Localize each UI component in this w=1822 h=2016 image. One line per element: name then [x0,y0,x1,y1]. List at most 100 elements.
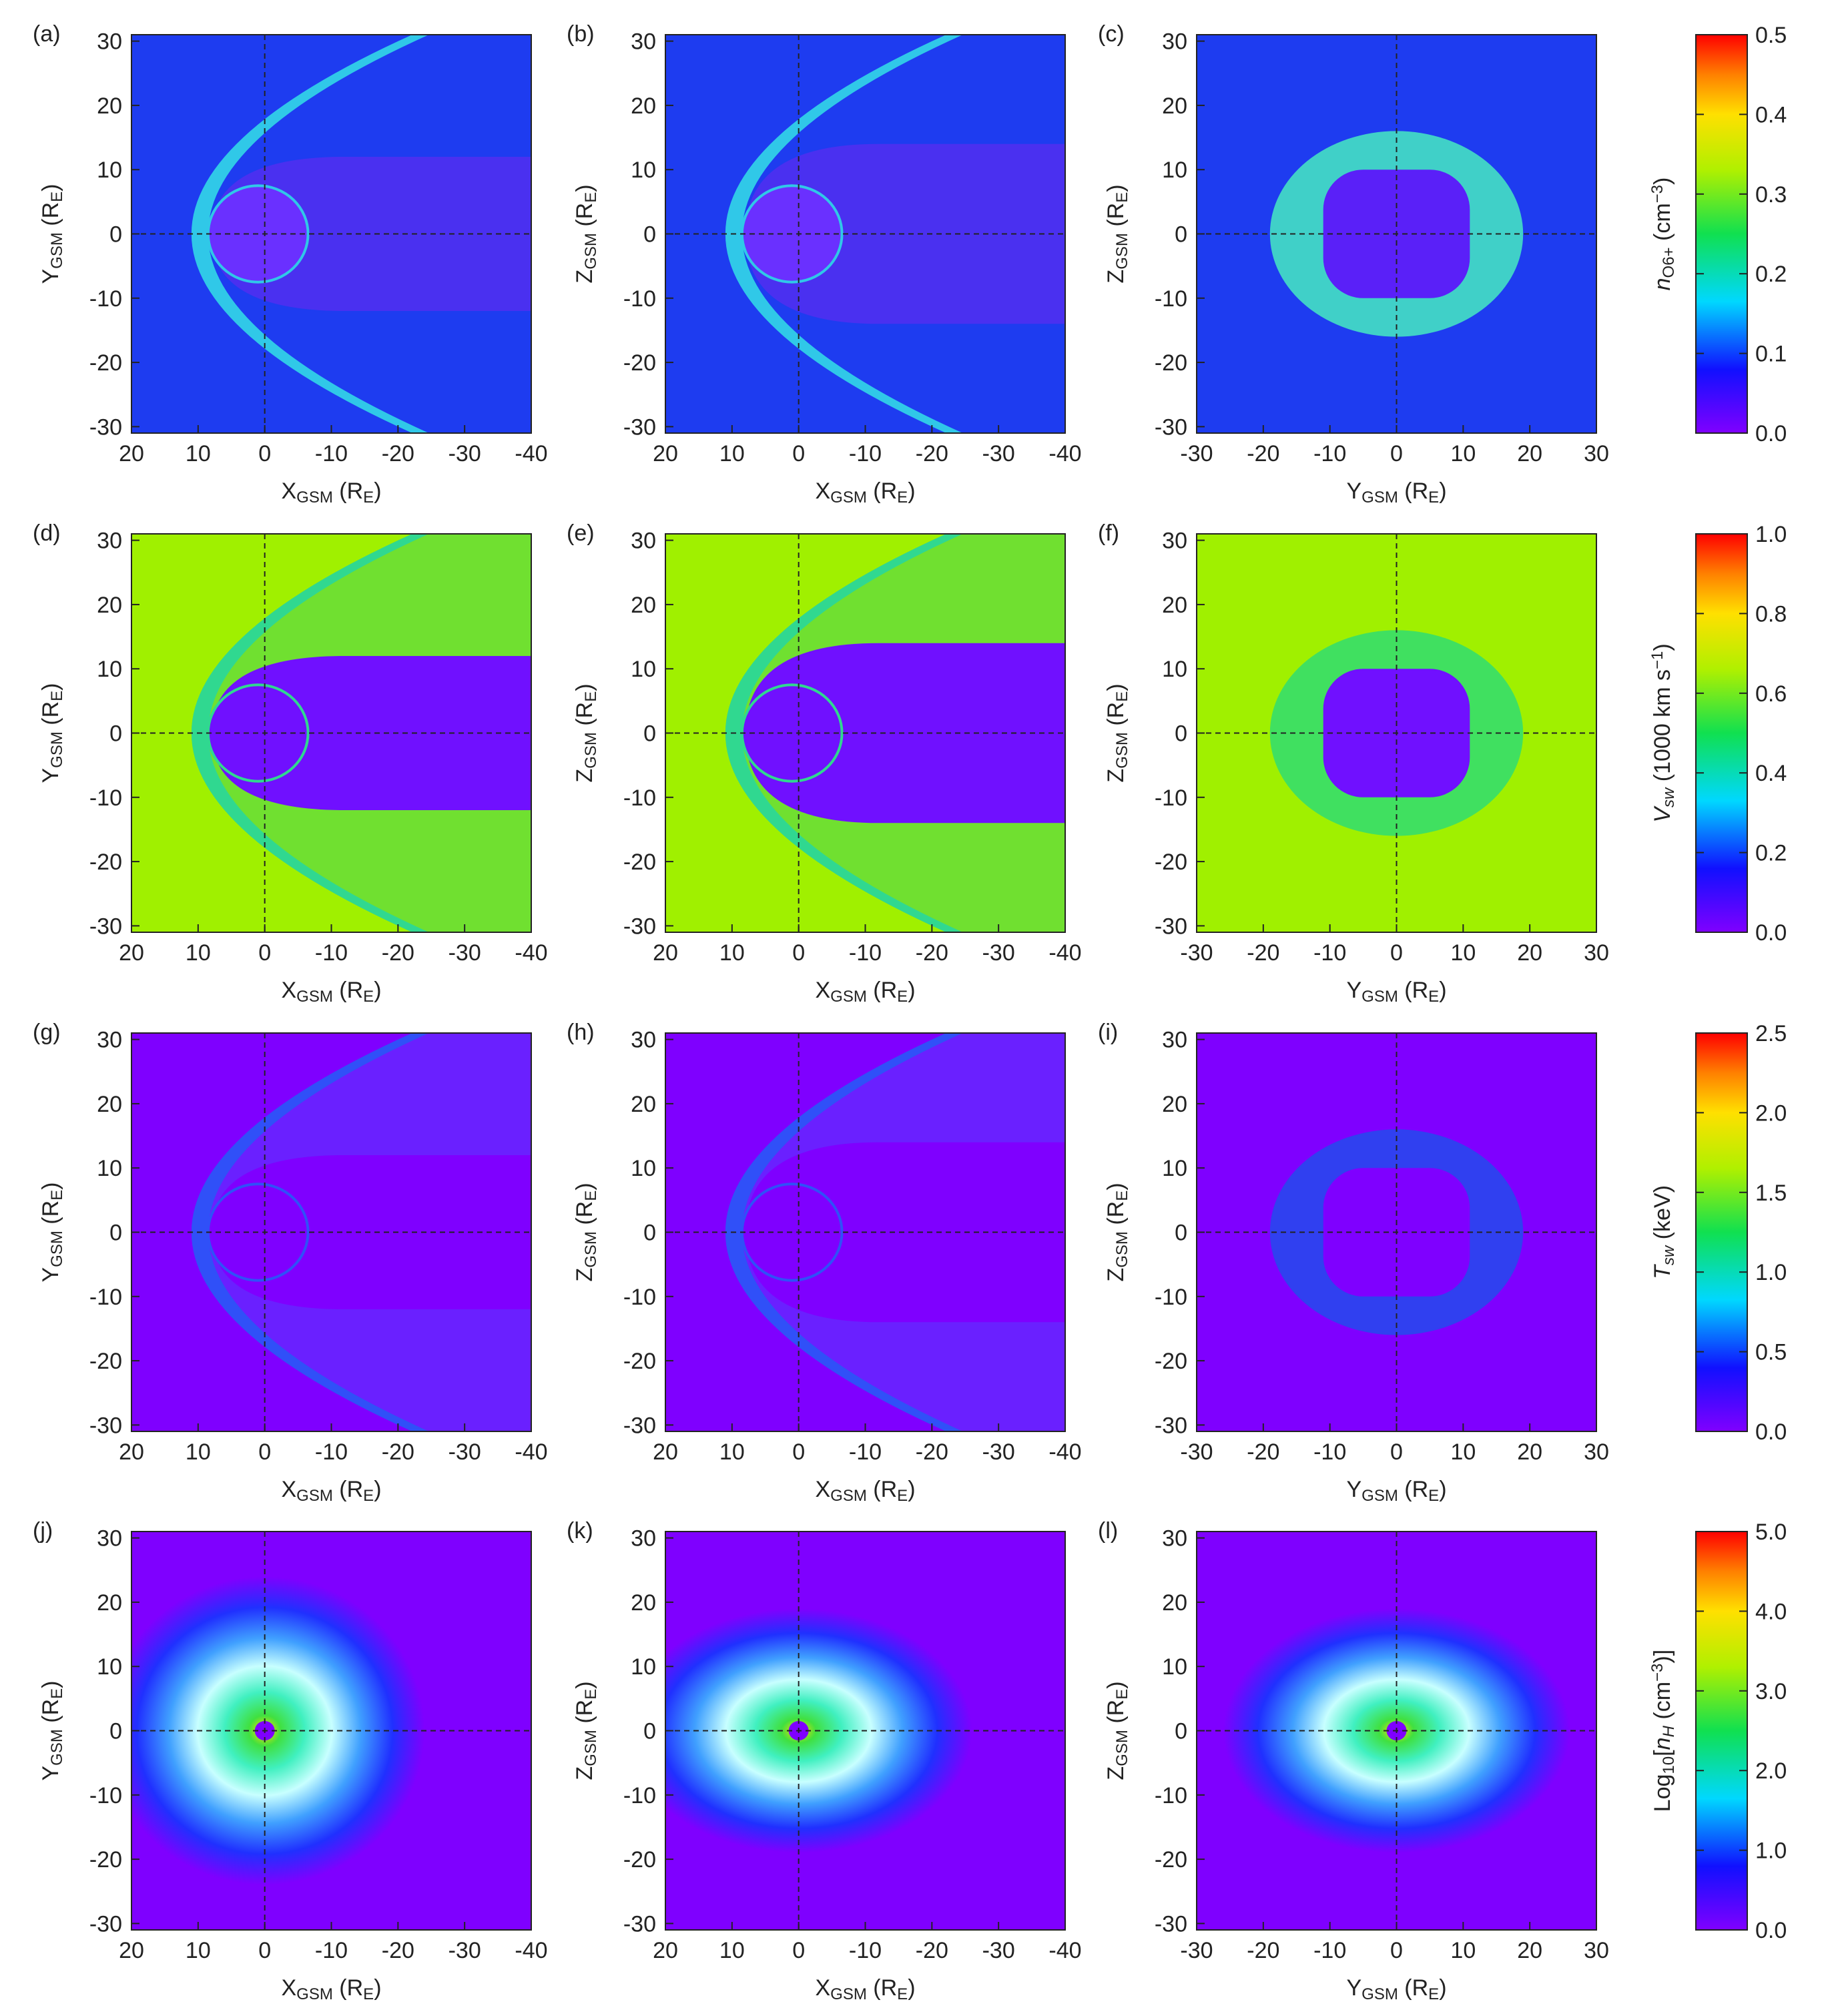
label-part: X [815,1975,830,2001]
label-part: Z [572,270,597,284]
label-part: (R [1103,1201,1129,1231]
panel-label: (a) [33,21,61,47]
label-part: Y [38,1267,63,1283]
x-tick-label: 0 [1390,940,1403,966]
label-part: E [1428,1985,1439,2003]
x-tick-label: 0 [258,441,271,466]
label-part: (cm [1650,1682,1675,1726]
colorbar-tick-label: 0.5 [1755,23,1787,48]
x-axis-label: YGSM (RE) [1346,478,1446,507]
x-tick-label: 20 [119,1439,144,1465]
field [191,35,429,433]
x-tick-label: -20 [382,940,414,966]
colorbar [1695,1032,1748,1432]
x-tick-label: -10 [315,1439,348,1465]
x-tick-label: -30 [982,441,1015,466]
label-part: E [48,1688,66,1699]
x-axis-label: XGSM (RE) [281,1975,381,2003]
label-part: (R [1398,1975,1428,2001]
y-tick-label: 20 [97,1590,122,1616]
y-tick-label: -10 [89,1285,122,1310]
colorbar-tick-label: 0.2 [1755,841,1787,866]
y-tick-label: 0 [109,1719,122,1744]
y-axis-label: ZGSM (RE) [1103,184,1131,283]
y-tick-label: 10 [1162,157,1187,183]
label-part: X [815,1477,830,1502]
label-part: E [363,488,374,507]
x-tick-label: 0 [1390,1439,1403,1465]
colorbar-label: Tsw (keV) [1650,1185,1678,1279]
colorbar-label: Log10[nH (cm−3)] [1648,1650,1678,1812]
y-tick-label: 30 [631,1028,656,1053]
x-tick-label: 20 [119,940,144,966]
y-axis-label: YGSM (RE) [38,1182,66,1282]
field [725,35,963,433]
label-part: GSM [48,1729,66,1766]
label-part: ) [1103,1183,1129,1190]
x-axis-label: XGSM (RE) [281,478,381,507]
x-tick-label: 20 [119,441,144,466]
label-part: E [897,988,908,1006]
label-part: Y [1346,978,1361,1003]
y-tick-label: 20 [97,1092,122,1117]
y-tick-label: 10 [631,1156,656,1181]
label-part: [ [1650,1750,1675,1756]
colorbar-tick-label: 1.0 [1755,1838,1787,1864]
x-tick-label: -30 [448,1439,481,1465]
x-tick-label: -10 [1313,1439,1346,1465]
y-tick-label: 10 [1162,1654,1187,1680]
label-part: X [281,478,296,504]
colorbar-tick-label: 1.0 [1755,522,1787,547]
label-part: (R [38,202,63,232]
label-part: GSM [1361,1487,1398,1505]
y-tick-label: -30 [89,1911,122,1937]
label-part: Z [572,1766,597,1780]
y-tick-label: -30 [623,1413,656,1438]
label-part: −3 [1648,185,1666,203]
label-part: ) [374,978,381,1003]
x-tick-label: 20 [653,441,678,466]
label-part: GSM [830,488,867,507]
x-tick-label: -20 [382,441,414,466]
label-part: Z [1103,270,1129,284]
colorbar [1695,533,1748,933]
y-axis-label: YGSM (RE) [38,1680,66,1780]
x-tick-label: 10 [186,1938,211,1963]
label-part: GSM [1113,233,1131,270]
x-tick-label: 10 [1450,1938,1476,1963]
label-part: X [281,978,296,1003]
label-part: E [363,988,374,1006]
label-part: GSM [296,988,333,1006]
x-axis-label: XGSM (RE) [815,978,915,1006]
x-tick-label: 10 [719,1938,745,1963]
y-tick-label: 30 [631,529,656,554]
colorbar-tick-label: 0.3 [1755,182,1787,208]
x-tick-label: 20 [1517,1938,1542,1963]
field [191,534,429,932]
label-part: (R [572,1700,597,1730]
label-part: GSM [1113,1730,1131,1766]
label-part: GSM [582,1730,600,1766]
label-part: E [582,192,600,203]
label-part: T [1650,1264,1675,1279]
label-part: GSM [48,731,66,768]
y-tick-label: 10 [97,1654,122,1680]
label-part: (R [867,1975,897,2001]
label-part: GSM [1113,1231,1131,1268]
label-part: E [48,1190,66,1201]
y-tick-label: -10 [1155,1285,1187,1310]
label-part: GSM [830,1985,867,2003]
y-tick-label: 20 [631,93,656,119]
y-tick-label: 10 [97,157,122,183]
label-part: (R [1103,1700,1129,1730]
label-part: E [897,488,908,507]
x-tick-label: 10 [1450,1439,1476,1465]
label-part: E [897,1985,908,2003]
colorbar-tick-label: 2.0 [1755,1758,1787,1784]
label-part: (R [38,1201,63,1231]
colorbar-tick-label: 0.1 [1755,342,1787,367]
y-tick-label: 0 [643,222,656,248]
label-part: −3 [1648,1664,1666,1682]
label-part: X [815,978,830,1003]
